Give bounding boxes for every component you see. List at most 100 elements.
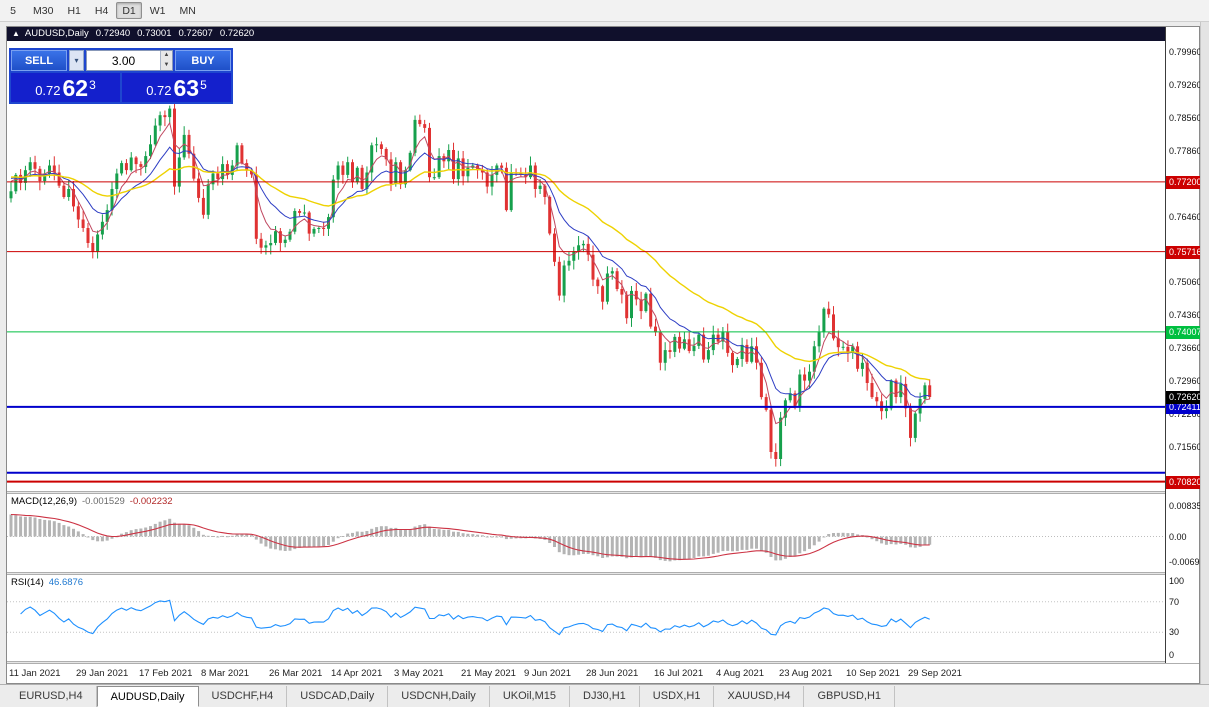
one-click-price-row: 0.72 62 3 0.72 63 5 (11, 73, 231, 102)
one-click-controls-row: SELL ▾ 3.00 ▲ ▼ BUY (11, 50, 231, 71)
pane-separator[interactable] (7, 572, 1165, 575)
ohlc-high: 0.73001 (137, 28, 172, 39)
price-level-tag: 0.70820 (1166, 476, 1202, 489)
chart-tab-ukoil-m15[interactable]: UKOil,M15 (490, 686, 570, 707)
timeframe-button-h1[interactable]: H1 (67, 5, 81, 17)
volume-down-button[interactable]: ▼ (161, 60, 172, 70)
volume-value: 3.00 (111, 53, 136, 68)
price-tick: 0.79960 (1169, 47, 1202, 57)
chart-title-bar: ▲ AUDUSD,Daily 0.72940 0.73001 0.72607 0… (7, 27, 1165, 41)
price-tick: 0.78560 (1169, 113, 1202, 123)
pane-separator[interactable] (7, 491, 1165, 494)
macd-name: MACD(12,26,9) (11, 496, 77, 507)
price-level-tag: 0.72411 (1166, 401, 1201, 414)
pane-separator (7, 661, 1165, 663)
rsi-pane[interactable]: RSI(14) 46.6876 (7, 575, 1165, 661)
timeframe-button-5[interactable]: 5 (10, 5, 16, 17)
date-label: 10 Sep 2021 (846, 668, 900, 679)
moving-averages-layer (10, 121, 930, 425)
date-label: 17 Feb 2021 (139, 668, 193, 679)
rsi-chart (7, 599, 1165, 636)
price-level-tag: 0.77200 (1166, 176, 1202, 189)
date-label: 26 Mar 2021 (269, 668, 323, 679)
date-label: 29 Sep 2021 (908, 668, 962, 679)
date-label: 8 Mar 2021 (201, 668, 250, 679)
macd-label: MACD(12,26,9) -0.001529 -0.002232 (11, 496, 173, 507)
date-label: 29 Jan 2021 (76, 668, 129, 679)
buy-price-pips: 63 (173, 75, 200, 101)
macd-chart (7, 513, 1165, 562)
date-label: 28 Jun 2021 (586, 668, 639, 679)
price-axis: 0.79960 0.79260 0.78560 0.77860 0.76460 0.750… (1165, 27, 1209, 663)
buy-price-base: 0.72 (146, 83, 172, 98)
timeframe-button-w1[interactable]: W1 (149, 5, 166, 17)
chart-tab-xauusd-h4[interactable]: XAUUSD,H4 (714, 686, 805, 707)
chart-tab-eurusd-h4[interactable]: EURUSD,H4 (6, 686, 97, 707)
date-axis: 11 Jan 2021 29 Jan 2021 17 Feb 2021 8 Mar 2… (7, 663, 1199, 683)
price-tick: 0.79260 (1169, 80, 1202, 90)
rsi-label: RSI(14) 46.6876 (11, 577, 83, 588)
price-tick: 0.74360 (1169, 310, 1202, 320)
one-click-toggle-icon[interactable]: ▲ (12, 29, 20, 38)
rsi-line (20, 599, 930, 636)
price-tick: 0.72260 (1169, 409, 1202, 419)
chart-tab-usdchf-h4[interactable]: USDCHF,H4 (199, 686, 288, 707)
date-label: 11 Jan 2021 (9, 668, 61, 679)
macd-signal-value: -0.002232 (129, 496, 173, 507)
buy-button[interactable]: BUY (175, 50, 231, 71)
chart-tab-usdx-h1[interactable]: USDX,H1 (640, 686, 715, 707)
rsi-value: 46.6876 (48, 577, 84, 588)
macd-axis-tick: -0.006982 (1169, 557, 1209, 567)
volume-up-button[interactable]: ▲ (161, 51, 172, 61)
price-level-tag: 0.72620 (1166, 391, 1202, 404)
price-level-tag: 0.75716 (1166, 246, 1202, 259)
date-label: 9 Jun 2021 (524, 668, 572, 679)
sell-price-display[interactable]: 0.72 62 3 (11, 73, 120, 102)
price-tick: 0.75060 (1169, 277, 1202, 287)
macd-histogram-layer (9, 514, 932, 562)
chevron-down-icon: ▾ (74, 56, 79, 65)
chart-tab-usdcnh-daily[interactable]: USDCNH,Daily (388, 686, 490, 707)
macd-axis-tick: 0.008359 (1169, 501, 1207, 511)
chart-tab-dj30-h1[interactable]: DJ30,H1 (570, 686, 640, 707)
volume-input[interactable]: 3.00 ▲ ▼ (86, 50, 173, 71)
ohlc-close: 0.72620 (219, 28, 255, 39)
price-tick: 0.77860 (1169, 146, 1202, 156)
sell-price-pips: 62 (62, 75, 89, 101)
candlestick-chart[interactable] (7, 41, 1165, 491)
sell-price-base: 0.72 (35, 83, 61, 98)
price-tick: 0.76460 (1169, 212, 1202, 222)
rsi-axis-tick: 0 (1169, 650, 1175, 660)
rsi-axis-tick: 100 (1169, 576, 1185, 586)
date-label: 16 Jul 2021 (654, 668, 704, 679)
chart-window: ▲ AUDUSD,Daily 0.72940 0.73001 0.72607 0… (6, 26, 1209, 684)
date-label: 4 Aug 2021 (716, 668, 765, 679)
date-label: 23 Aug 2021 (779, 668, 833, 679)
macd-axis-tick: 0.00 (1169, 532, 1187, 542)
right-scroll-strip[interactable] (1200, 22, 1209, 684)
timeframe-button-d1[interactable]: D1 (116, 2, 142, 19)
chart-tab-gbpusd-h1[interactable]: GBPUSD,H1 (804, 686, 896, 707)
horizontal-levels-layer (7, 181, 1165, 483)
macd-pane[interactable]: MACD(12,26,9) -0.001529 -0.002232 (7, 494, 1165, 572)
one-click-trading-panel: SELL ▾ 3.00 ▲ ▼ BUY 0.72 62 3 (9, 48, 233, 104)
timeframe-toolbar: 5 M30 H1 H4 D1 W1 MN (0, 0, 1209, 22)
rsi-name: RSI(14) (11, 577, 44, 588)
timeframe-button-m30[interactable]: M30 (33, 5, 54, 17)
price-tick: 0.72960 (1169, 376, 1202, 386)
ohlc-open: 0.72940 (95, 28, 131, 39)
main-chart-pane[interactable]: SELL ▾ 3.00 ▲ ▼ BUY 0.72 62 3 (7, 41, 1165, 491)
chart-tab-usdcad-daily[interactable]: USDCAD,Daily (287, 686, 389, 707)
date-label: 3 May 2021 (394, 668, 444, 679)
volume-dropdown[interactable]: ▾ (69, 50, 84, 71)
macd-main-value: -0.001529 (82, 496, 125, 507)
chart-tab-bar: EURUSD,H4 AUDUSD,Daily USDCHF,H4 USDCAD,Dai… (0, 684, 1209, 707)
macd-signal-line (10, 513, 930, 560)
timeframe-button-mn[interactable]: MN (179, 5, 196, 17)
sell-button[interactable]: SELL (11, 50, 67, 71)
rsi-axis-tick: 70 (1169, 597, 1180, 607)
date-label: 21 May 2021 (461, 668, 516, 679)
buy-price-display[interactable]: 0.72 63 5 (122, 73, 231, 102)
chart-tab-audusd-daily[interactable]: AUDUSD,Daily (96, 686, 199, 707)
timeframe-button-h4[interactable]: H4 (94, 5, 109, 17)
